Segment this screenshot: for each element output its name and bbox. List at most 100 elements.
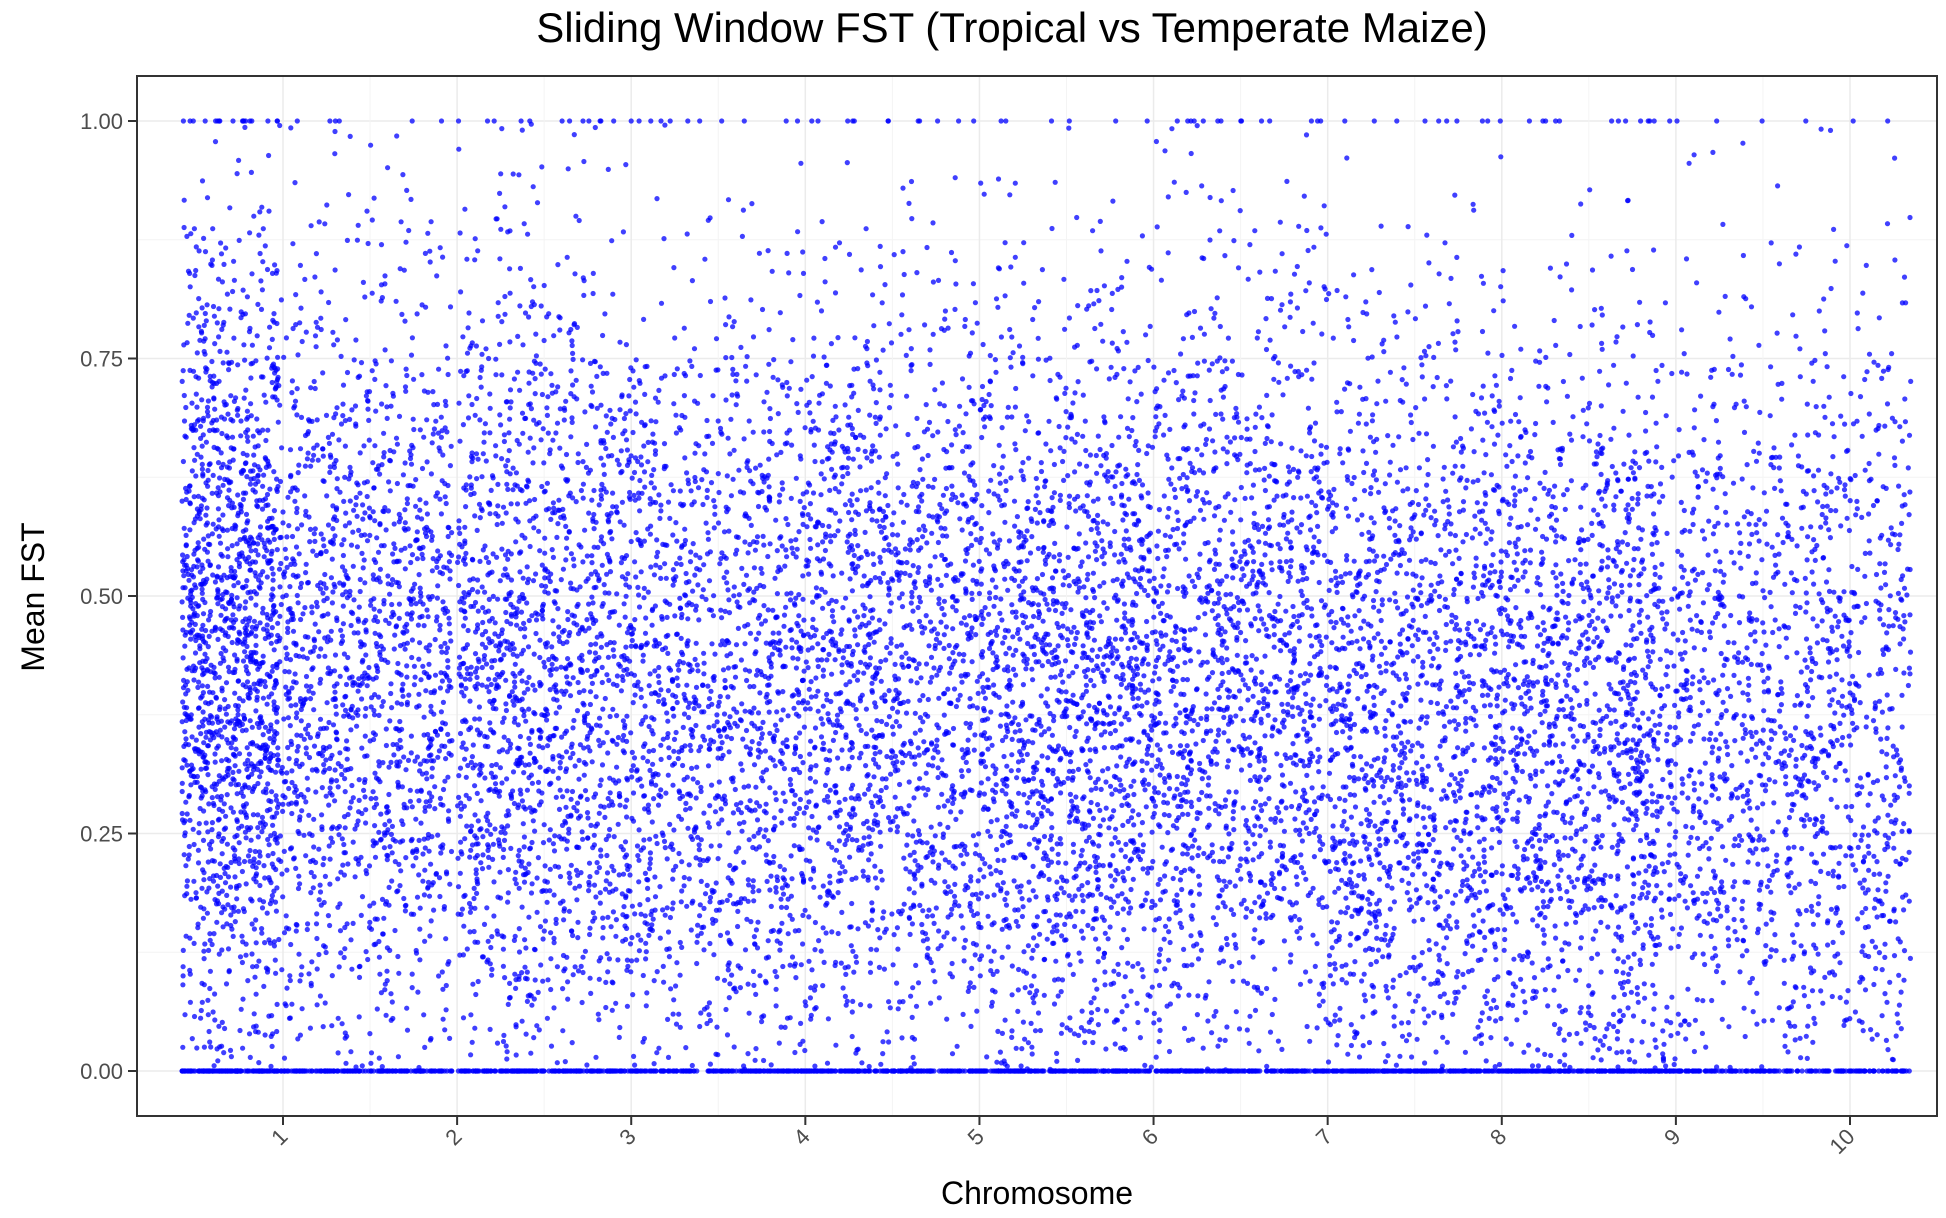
data-point (209, 714, 214, 719)
data-point (523, 866, 528, 871)
data-point (284, 593, 289, 598)
data-point (303, 853, 308, 858)
data-point (597, 977, 602, 982)
data-point (634, 530, 639, 535)
data-point (300, 647, 305, 652)
data-point (212, 381, 217, 386)
data-point (492, 658, 497, 663)
data-point (284, 986, 289, 991)
data-point (526, 915, 531, 920)
data-point (337, 118, 342, 123)
data-point (275, 547, 280, 552)
data-point (398, 839, 403, 844)
data-point (203, 365, 208, 370)
data-point (302, 493, 307, 498)
data-point (498, 171, 503, 176)
data-point (431, 402, 436, 407)
data-point (241, 491, 246, 496)
data-point (475, 577, 480, 582)
data-point (570, 420, 575, 425)
data-point (581, 293, 586, 298)
data-point (556, 624, 561, 629)
data-point (219, 450, 224, 455)
data-point (232, 278, 237, 283)
data-point (243, 953, 248, 958)
data-point (306, 723, 311, 728)
data-point (447, 882, 452, 887)
data-point (313, 333, 318, 338)
data-point (467, 796, 472, 801)
data-point (339, 772, 344, 777)
data-point (208, 938, 213, 943)
data-point (237, 696, 242, 701)
data-point (568, 434, 573, 439)
data-point (563, 769, 568, 774)
data-point (427, 1068, 432, 1073)
data-point (374, 467, 379, 472)
data-point (354, 724, 359, 729)
data-point (247, 230, 252, 235)
data-point (785, 522, 790, 527)
data-point (486, 609, 491, 614)
data-point (505, 900, 510, 905)
data-point (415, 990, 420, 995)
data-point (438, 685, 443, 690)
data-point (587, 874, 592, 879)
data-point (457, 439, 462, 444)
data-point (259, 926, 264, 931)
data-point (289, 685, 294, 690)
data-point (529, 840, 534, 845)
data-point (466, 415, 471, 420)
data-point (485, 735, 490, 740)
data-point (609, 536, 614, 541)
data-point (345, 370, 350, 375)
data-point (205, 195, 210, 200)
data-point (480, 508, 485, 513)
data-point (458, 230, 463, 235)
data-point (564, 546, 569, 551)
data-point (351, 597, 356, 602)
data-point (477, 827, 482, 832)
data-point (654, 196, 659, 201)
data-point (361, 443, 366, 448)
data-point (368, 598, 373, 603)
data-point (480, 852, 485, 857)
data-point (261, 226, 266, 231)
data-point (183, 830, 188, 835)
data-point (512, 972, 517, 977)
data-point (484, 555, 489, 560)
data-point (343, 825, 348, 830)
data-point (560, 118, 565, 123)
data-point (580, 970, 585, 975)
data-point (225, 292, 230, 297)
data-point (261, 654, 266, 659)
data-point (353, 424, 358, 429)
data-point (348, 727, 353, 732)
data-point (477, 767, 482, 772)
data-point (329, 629, 334, 634)
data-point (304, 330, 309, 335)
data-point (223, 648, 228, 653)
data-point (569, 338, 574, 343)
data-point (189, 717, 194, 722)
data-point (337, 964, 342, 969)
data-point (448, 568, 453, 573)
data-point (183, 741, 188, 746)
data-point (327, 766, 332, 771)
data-point (404, 373, 409, 378)
data-point (220, 1020, 225, 1025)
data-point (265, 702, 270, 707)
data-point (593, 125, 598, 130)
data-point (493, 774, 498, 779)
data-point (584, 442, 589, 447)
data-point (288, 703, 293, 708)
data-point (490, 729, 495, 734)
data-point (243, 599, 248, 604)
data-point (323, 944, 328, 949)
data-point (279, 445, 284, 450)
data-point (517, 746, 522, 751)
data-point (563, 524, 568, 529)
data-point (607, 615, 612, 620)
data-point (505, 458, 510, 463)
data-point (561, 917, 566, 922)
